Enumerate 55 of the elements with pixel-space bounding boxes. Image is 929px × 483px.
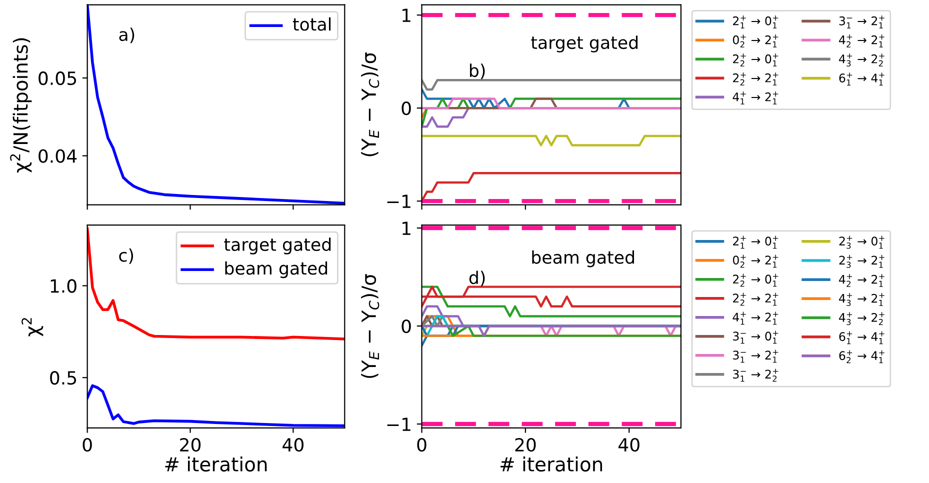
x-tick-label: 0 xyxy=(417,438,426,452)
legend-label: 3$^{−}$$_{1}$ → 2$^{+}$$_{2}$ xyxy=(733,368,778,382)
legend-label: beam gated xyxy=(225,261,328,278)
y-tick-label: 0 xyxy=(402,102,411,116)
x-axis-title: # iteration xyxy=(500,456,602,472)
legend-label: 3$^{−}$$_{1}$ → 2$^{+}$$_{1}$ xyxy=(733,350,778,363)
y-tick-label: 1 xyxy=(402,8,410,22)
legend-label: 4$^{+}$$_{3}$ → 2$^{+}$$_{2}$ xyxy=(839,53,884,67)
annotation: a) xyxy=(119,28,134,44)
legend-label: 3$^{−}$$_{1}$ → 2$^{+}$$_{1}$ xyxy=(839,15,884,28)
y-tick-label: −1 xyxy=(387,418,410,431)
y-axis-title: χ$^{2}$ xyxy=(22,318,44,336)
annotation: d) xyxy=(469,270,485,286)
legend-label: 6$^{+}$$_{1}$ → 4$^{+}$$_{1}$ xyxy=(839,331,884,344)
legend-label: 2$^{+}$$_{2}$ → 0$^{+}$$_{1}$ xyxy=(733,274,778,287)
legend-label: 2$^{+}$$_{2}$ → 2$^{+}$$_{1}$ xyxy=(733,72,778,86)
legend-label: 4$^{+}$$_{1}$ → 2$^{+}$$_{1}$ xyxy=(732,91,778,104)
legend-label: 4$^{+}$$_{2}$ → 2$^{+}$$_{1}$ xyxy=(839,274,884,287)
y-tick-label: 1.0 xyxy=(50,279,76,293)
y-axis-title: (Y$_{E}$ − Y$_{C}$)/σ xyxy=(361,52,380,156)
legend-label: 2$^{+}$$_{1}$ → 0$^{+}$$_{1}$ xyxy=(733,15,778,28)
legend-label: 4$^{+}$$_{3}$ → 2$^{+}$$_{1}$ xyxy=(839,292,884,306)
y-tick-label: 1 xyxy=(402,222,410,235)
annotation: target gated xyxy=(531,36,638,52)
legend-label: 4$^{+}$$_{2}$ → 2$^{+}$$_{1}$ xyxy=(839,34,884,48)
legend-label: 2$^{+}$$_{3}$ → 0$^{+}$$_{1}$ xyxy=(839,236,884,249)
x-tick-label: 40 xyxy=(618,438,640,452)
legend-label: 2$^{+}$$_{1}$ → 0$^{+}$$_{1}$ xyxy=(733,236,778,249)
legend-label: target gated xyxy=(224,238,331,254)
legend-label: 3$^{−}$$_{1}$ → 0$^{+}$$_{1}$ xyxy=(733,330,778,344)
legend-label: 2$^{+}$$_{2}$ → 0$^{+}$$_{1}$ xyxy=(733,53,778,66)
y-tick-label: 0.05 xyxy=(38,71,76,86)
legend-label: 6$^{+}$$_{2}$ → 4$^{+}$$_{1}$ xyxy=(839,350,884,364)
y-tick-label: 0.04 xyxy=(38,149,77,163)
x-tick-label: 20 xyxy=(180,438,201,452)
y-axis-title: χ$^{2}$/N(fitpoints) xyxy=(10,38,32,172)
legend-label: total xyxy=(292,17,331,31)
legend-label: 2$^{+}$$_{2}$ → 2$^{+}$$_{1}$ xyxy=(733,292,778,306)
y-axis-title: (Y$_{E}$ − Y$_{C}$)/σ xyxy=(361,274,380,378)
y-tick-label: −1 xyxy=(387,194,410,208)
legend-label: 4$^{+}$$_{3}$ → 2$^{+}$$_{2}$ xyxy=(839,312,884,326)
x-axis-title: # iteration xyxy=(165,456,267,472)
y-tick-label: 0 xyxy=(402,319,411,334)
legend-label: 4$^{+}$$_{1}$ → 2$^{+}$$_{1}$ xyxy=(732,312,778,325)
legend-label: 2$^{+}$$_{3}$ → 2$^{+}$$_{1}$ xyxy=(839,254,884,268)
legend-label: 0$^{+}$$_{2}$ → 2$^{+}$$_{1}$ xyxy=(732,254,778,268)
annotation: c) xyxy=(119,248,134,264)
x-tick-label: 20 xyxy=(515,438,536,452)
legend-label: 6$^{+}$$_{1}$ → 4$^{+}$$_{1}$ xyxy=(839,72,884,86)
x-tick-label: 0 xyxy=(82,438,92,452)
legend-label: 0$^{+}$$_{2}$ → 2$^{+}$$_{1}$ xyxy=(732,34,778,48)
annotation: beam gated xyxy=(532,250,634,268)
x-tick-label: 40 xyxy=(282,438,304,452)
y-tick-label: 0.5 xyxy=(50,371,76,385)
annotation: b) xyxy=(470,64,485,80)
